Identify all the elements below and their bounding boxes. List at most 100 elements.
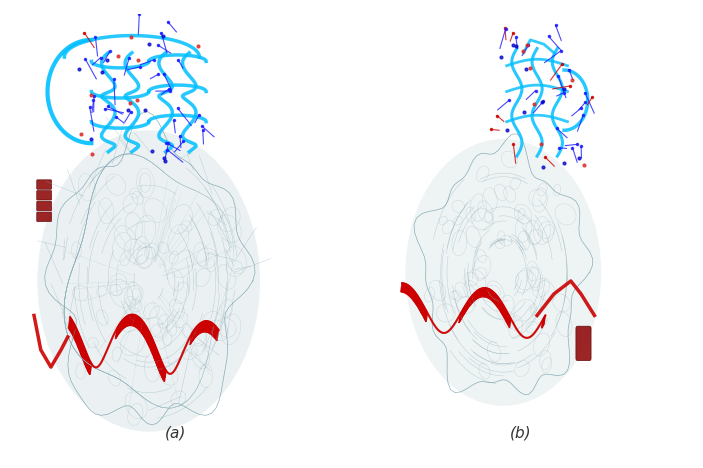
Polygon shape bbox=[82, 344, 84, 357]
Polygon shape bbox=[136, 317, 139, 329]
Polygon shape bbox=[420, 301, 422, 311]
Polygon shape bbox=[135, 316, 137, 327]
Polygon shape bbox=[201, 322, 204, 333]
Polygon shape bbox=[207, 322, 210, 333]
Polygon shape bbox=[467, 300, 470, 309]
Text: (a): (a) bbox=[165, 425, 186, 440]
Polygon shape bbox=[408, 286, 411, 296]
Polygon shape bbox=[460, 312, 462, 322]
Polygon shape bbox=[145, 327, 148, 339]
Polygon shape bbox=[404, 284, 406, 292]
Polygon shape bbox=[499, 300, 501, 310]
Polygon shape bbox=[411, 289, 413, 299]
Polygon shape bbox=[162, 367, 165, 379]
Polygon shape bbox=[148, 332, 150, 344]
Polygon shape bbox=[160, 361, 162, 374]
Polygon shape bbox=[122, 318, 125, 329]
Polygon shape bbox=[77, 333, 79, 346]
Polygon shape bbox=[155, 350, 157, 362]
Polygon shape bbox=[209, 322, 212, 334]
Polygon shape bbox=[142, 323, 145, 335]
Polygon shape bbox=[412, 290, 414, 300]
Polygon shape bbox=[497, 298, 499, 307]
Polygon shape bbox=[508, 316, 510, 326]
Polygon shape bbox=[502, 306, 505, 316]
Polygon shape bbox=[143, 324, 146, 336]
Polygon shape bbox=[406, 285, 408, 293]
Polygon shape bbox=[404, 284, 407, 293]
Polygon shape bbox=[506, 313, 508, 323]
Polygon shape bbox=[192, 330, 194, 342]
Polygon shape bbox=[82, 346, 84, 358]
Polygon shape bbox=[151, 341, 154, 353]
Polygon shape bbox=[481, 288, 483, 297]
Polygon shape bbox=[154, 346, 156, 359]
Polygon shape bbox=[80, 341, 82, 353]
FancyBboxPatch shape bbox=[37, 180, 51, 189]
Polygon shape bbox=[214, 327, 217, 338]
Polygon shape bbox=[464, 305, 466, 314]
Polygon shape bbox=[195, 326, 197, 338]
Polygon shape bbox=[138, 319, 141, 330]
Polygon shape bbox=[146, 330, 149, 343]
Polygon shape bbox=[478, 289, 480, 298]
Polygon shape bbox=[413, 292, 415, 302]
Ellipse shape bbox=[37, 130, 260, 431]
Polygon shape bbox=[475, 292, 477, 301]
Polygon shape bbox=[409, 287, 411, 297]
Polygon shape bbox=[485, 288, 488, 297]
Polygon shape bbox=[150, 339, 153, 351]
Polygon shape bbox=[501, 304, 503, 314]
Polygon shape bbox=[212, 325, 215, 336]
Polygon shape bbox=[190, 333, 193, 345]
Polygon shape bbox=[119, 322, 122, 334]
Polygon shape bbox=[423, 307, 425, 317]
Polygon shape bbox=[163, 368, 165, 380]
Polygon shape bbox=[132, 315, 134, 326]
Polygon shape bbox=[473, 292, 476, 301]
Polygon shape bbox=[125, 316, 128, 327]
Polygon shape bbox=[86, 357, 89, 369]
Polygon shape bbox=[193, 329, 195, 341]
Polygon shape bbox=[494, 294, 496, 304]
Polygon shape bbox=[406, 285, 408, 294]
Polygon shape bbox=[407, 285, 409, 295]
Polygon shape bbox=[500, 301, 502, 312]
Polygon shape bbox=[472, 294, 474, 303]
Polygon shape bbox=[199, 322, 202, 334]
Polygon shape bbox=[128, 314, 131, 326]
Polygon shape bbox=[117, 324, 120, 336]
Polygon shape bbox=[207, 322, 209, 332]
Polygon shape bbox=[466, 300, 468, 310]
Polygon shape bbox=[157, 355, 160, 367]
Polygon shape bbox=[163, 369, 166, 381]
FancyBboxPatch shape bbox=[37, 201, 51, 211]
Polygon shape bbox=[130, 314, 133, 325]
Polygon shape bbox=[490, 290, 492, 300]
Polygon shape bbox=[127, 315, 130, 326]
Polygon shape bbox=[486, 288, 489, 298]
Polygon shape bbox=[216, 329, 219, 341]
Polygon shape bbox=[196, 324, 199, 336]
Polygon shape bbox=[505, 312, 508, 322]
Polygon shape bbox=[421, 304, 423, 314]
Polygon shape bbox=[141, 322, 144, 334]
Polygon shape bbox=[82, 348, 85, 360]
Polygon shape bbox=[418, 299, 420, 308]
Polygon shape bbox=[146, 329, 148, 341]
Polygon shape bbox=[124, 316, 127, 328]
Polygon shape bbox=[136, 316, 138, 328]
Polygon shape bbox=[191, 331, 193, 344]
Polygon shape bbox=[88, 360, 90, 372]
Polygon shape bbox=[484, 288, 486, 297]
Polygon shape bbox=[79, 339, 82, 351]
Polygon shape bbox=[462, 307, 464, 317]
Polygon shape bbox=[477, 290, 479, 299]
Polygon shape bbox=[487, 289, 489, 298]
Polygon shape bbox=[129, 314, 131, 325]
Polygon shape bbox=[416, 296, 418, 306]
Polygon shape bbox=[461, 309, 463, 319]
Polygon shape bbox=[210, 323, 213, 335]
Polygon shape bbox=[70, 320, 72, 332]
Polygon shape bbox=[86, 356, 88, 368]
